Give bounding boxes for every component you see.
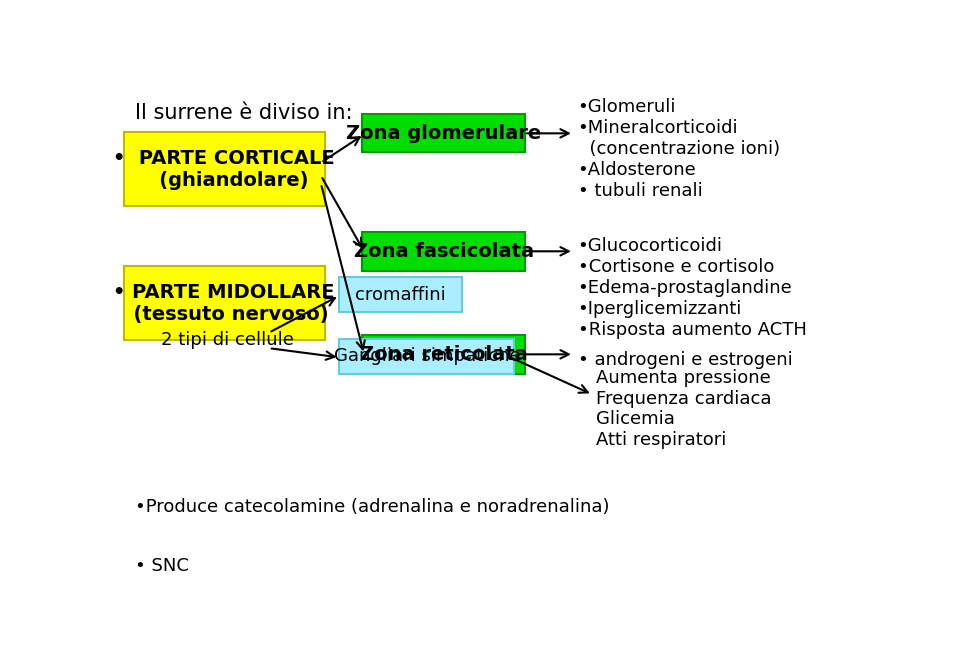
Text: Il surrene è diviso in:: Il surrene è diviso in: bbox=[134, 104, 352, 124]
Text: Zona fascicolata: Zona fascicolata bbox=[353, 242, 534, 261]
Text: •Glucocorticoidi
•Cortisone e cortisolo
•Edema-prostaglandine
•Iperglicemizzanti: •Glucocorticoidi •Cortisone e cortisolo … bbox=[578, 237, 806, 339]
FancyBboxPatch shape bbox=[362, 232, 525, 271]
Text: Gangliari simpatiche: Gangliari simpatiche bbox=[333, 347, 520, 365]
Text: •  PARTE CORTICALE
   (ghiandolare): • PARTE CORTICALE (ghiandolare) bbox=[113, 149, 335, 189]
Text: Zona glomerulare: Zona glomerulare bbox=[346, 124, 541, 142]
Text: • PARTE MIDOLLARE
  (tessuto nervoso): • PARTE MIDOLLARE (tessuto nervoso) bbox=[113, 282, 335, 324]
Text: •Glomeruli
•Mineralcorticoidi
  (concentrazione ioni)
•Aldosterone
• tubuli rena: •Glomeruli •Mineralcorticoidi (concentra… bbox=[578, 98, 780, 199]
FancyBboxPatch shape bbox=[124, 266, 324, 341]
FancyBboxPatch shape bbox=[340, 277, 462, 312]
Text: •Produce catecolamine (adrenalina e noradrenalina): •Produce catecolamine (adrenalina e nora… bbox=[134, 498, 610, 516]
FancyBboxPatch shape bbox=[362, 114, 525, 153]
FancyBboxPatch shape bbox=[340, 339, 515, 374]
Text: • androgeni e estrogeni: • androgeni e estrogeni bbox=[578, 351, 792, 369]
Text: cromaffini: cromaffini bbox=[355, 286, 446, 304]
Text: • SNC: • SNC bbox=[134, 557, 189, 575]
Text: Zona reticolata: Zona reticolata bbox=[360, 345, 527, 364]
Text: 2 tipi di cellule: 2 tipi di cellule bbox=[161, 331, 295, 349]
FancyBboxPatch shape bbox=[124, 132, 324, 207]
Text: Aumenta pressione
Frequenza cardiaca
Glicemia
Atti respiratori: Aumenta pressione Frequenza cardiaca Gli… bbox=[596, 369, 772, 449]
FancyBboxPatch shape bbox=[362, 335, 525, 374]
